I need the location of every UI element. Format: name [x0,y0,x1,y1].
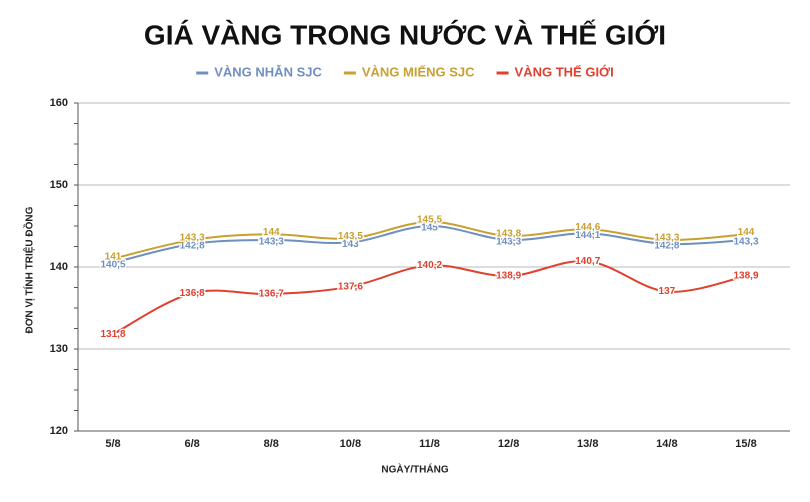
value-label: 142,8 [654,241,679,252]
value-label: 137 [659,286,676,297]
y-axis-label: ĐƠN VỊ TÍNH TRIỆU ĐỒNG [23,206,36,333]
y-tick-label: 130 [50,343,68,355]
value-label: 143,3 [654,233,679,244]
x-tick-label: 15/8 [735,438,756,450]
value-label: 143,5 [338,231,363,242]
value-label: 142,8 [180,241,205,252]
value-label: 145,5 [417,215,442,226]
x-tick-label: 12/8 [498,438,519,450]
legend-item: VÀNG MIẾNG SJC [343,64,475,79]
series-line [112,220,747,260]
legend-label: VÀNG MIẾNG SJC [362,64,475,79]
x-axis-label: NGÀY/THÁNG [381,463,448,476]
value-label: 140,2 [417,260,442,271]
legend-label: VÀNG THẾ GIỚI [515,64,614,79]
value-label: 143,3 [496,237,521,248]
value-label: 140,7 [575,256,600,267]
y-tick-label: 120 [50,425,68,437]
legend-item: VÀNG NHẪN SJC [196,64,322,79]
y-tick-label: 150 [50,179,68,191]
value-label: 140,5 [100,260,125,271]
value-label: 143,8 [496,228,521,239]
x-tick-label: 5/8 [105,438,120,450]
value-label: 131,8 [100,329,125,340]
legend: VÀNG NHẪN SJC VÀNG MIẾNG SJC VÀNG THẾ GIỚI [196,64,614,79]
y-tick-label: 140 [50,261,68,273]
value-label: 143 [342,239,359,250]
x-tick-label: 10/8 [340,438,361,450]
x-tick-label: 8/8 [264,438,279,450]
value-label: 144,6 [575,222,600,233]
x-tick-label: 11/8 [419,438,440,450]
value-label: 143,3 [180,233,205,244]
chart-title: GIÁ VÀNG TRONG NƯỚC VÀ THẾ GIỚI [144,19,666,50]
series-line [112,260,747,336]
value-label: 144 [263,227,280,238]
value-label: 138,9 [496,271,521,282]
value-label: 143,3 [259,237,284,248]
x-tick-label: 6/8 [184,438,199,450]
series-line [112,224,747,264]
legend-item: VÀNG THẾ GIỚI [496,64,614,79]
legend-label: VÀNG NHẪN SJC [214,64,322,79]
value-label: 144,1 [575,230,600,241]
value-label: 145 [421,223,438,234]
value-label: 136,8 [180,288,205,299]
value-label: 136,7 [259,289,284,300]
x-tick-label: 14/8 [656,438,677,450]
value-label: 143,3 [733,237,758,248]
value-label: 138,9 [733,271,758,282]
value-label: 137,6 [338,281,363,292]
value-label: 141 [105,251,122,262]
x-tick-label: 13/8 [577,438,598,450]
value-label: 144 [738,227,755,238]
y-tick-label: 160 [50,97,68,109]
